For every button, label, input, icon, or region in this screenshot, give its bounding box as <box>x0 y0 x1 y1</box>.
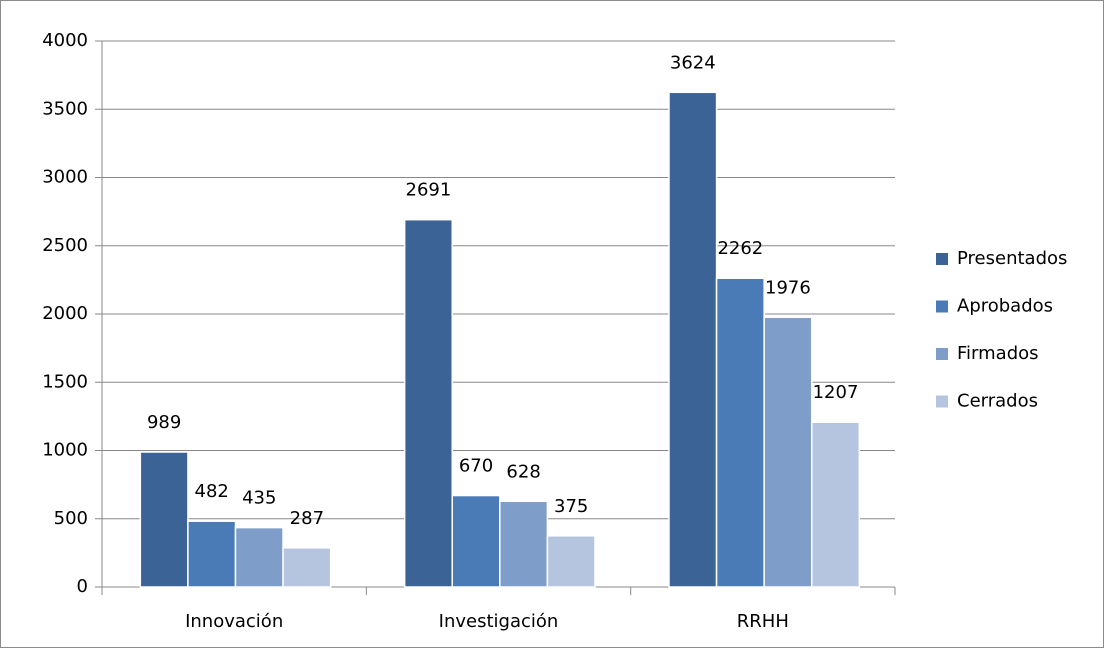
y-tick-label: 0 <box>77 576 88 597</box>
bar <box>763 316 813 588</box>
data-label: 2691 <box>406 180 452 201</box>
data-label: 287 <box>290 508 324 529</box>
y-tick-label: 3500 <box>42 98 88 119</box>
legend-swatch <box>936 395 948 408</box>
y-tick-label: 2500 <box>42 235 88 256</box>
x-tick-label: RRHH <box>737 611 789 632</box>
y-tick-label: 2000 <box>42 303 88 324</box>
data-label: 435 <box>242 488 276 509</box>
data-label: 3624 <box>670 52 716 73</box>
data-label: 482 <box>195 481 229 502</box>
bar <box>282 547 332 588</box>
bar <box>451 494 501 588</box>
legend-swatch <box>936 348 948 360</box>
bar <box>139 451 189 588</box>
legend-label: Firmados <box>957 343 1039 364</box>
y-tick-label: 500 <box>54 508 88 529</box>
legend-label: Aprobados <box>957 296 1053 317</box>
x-tick-label: Innovación <box>185 611 283 632</box>
legend-label: Presentados <box>957 248 1067 269</box>
bar <box>546 535 596 588</box>
bar <box>234 526 284 588</box>
legend-swatch <box>936 253 948 265</box>
data-label: 1976 <box>765 277 811 298</box>
bar <box>668 91 718 588</box>
data-label: 989 <box>147 412 181 433</box>
y-tick-label: 1000 <box>42 440 88 461</box>
y-tick-label: 1500 <box>42 371 88 392</box>
data-label: 670 <box>459 456 493 477</box>
legend-swatch <box>936 300 948 313</box>
legend-label: Cerrados <box>957 391 1038 412</box>
bar <box>187 520 237 588</box>
data-label: 375 <box>554 496 588 517</box>
bar <box>715 277 765 588</box>
bar <box>403 218 453 588</box>
bar <box>810 421 861 588</box>
bar <box>499 500 549 588</box>
data-label: 1207 <box>813 382 859 403</box>
y-tick-label: 3000 <box>42 167 88 188</box>
y-tick-label: 4000 <box>42 30 88 51</box>
data-label: 2262 <box>717 238 763 259</box>
data-label: 628 <box>506 461 540 482</box>
x-tick-label: Investigación <box>439 611 559 632</box>
